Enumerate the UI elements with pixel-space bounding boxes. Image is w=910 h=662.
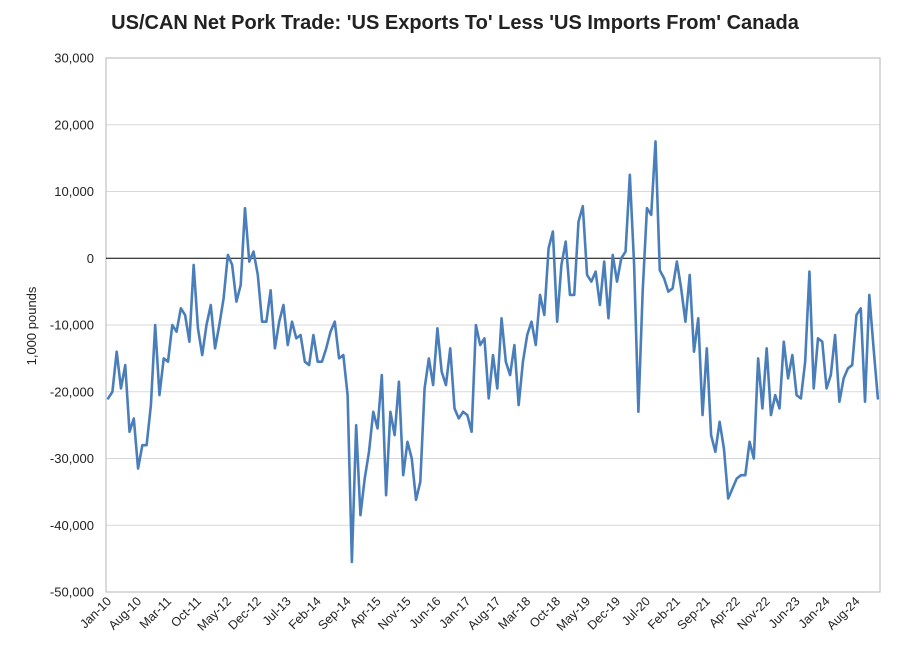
y-tick-label: 30,000 xyxy=(54,51,94,66)
x-tick-label: Mar-11 xyxy=(137,594,174,631)
x-tick-label: Dec-19 xyxy=(585,594,623,632)
x-tick-label: Aug-17 xyxy=(465,594,503,632)
x-tick-label: Jun-23 xyxy=(766,594,803,631)
x-axis-ticks: Jan-10Aug-10Mar-11Oct-11May-12Dec-12Jul-… xyxy=(77,594,862,633)
x-tick-label: Sep-21 xyxy=(675,594,713,632)
y-tick-label: -20,000 xyxy=(50,384,94,399)
y-tick-label: -30,000 xyxy=(50,451,94,466)
grid-lines xyxy=(106,57,880,593)
x-tick-label: May-12 xyxy=(195,594,234,633)
plot-area-border xyxy=(105,57,881,593)
y-axis-label: 1,000 pounds xyxy=(24,286,39,365)
chart-title: US/CAN Net Pork Trade: 'US Exports To' L… xyxy=(111,12,799,34)
x-tick-label: Sep-14 xyxy=(315,594,353,632)
x-tick-label: Nov-15 xyxy=(375,594,413,632)
y-tick-label: -50,000 xyxy=(50,585,94,600)
x-tick-label: Aug-24 xyxy=(824,594,862,632)
x-tick-label: May-19 xyxy=(554,594,593,633)
y-tick-label: 0 xyxy=(87,251,94,266)
y-tick-label: -10,000 xyxy=(50,318,94,333)
x-tick-label: Dec-12 xyxy=(226,594,264,632)
y-tick-label: 10,000 xyxy=(54,184,94,199)
y-tick-label: 20,000 xyxy=(54,117,94,132)
series-line xyxy=(106,140,880,564)
x-tick-label: Mar-18 xyxy=(495,594,533,632)
x-tick-label: Nov-22 xyxy=(734,594,772,632)
y-axis-ticks: 30,000 20,000 10,000 0 -10,000 -20,000 -30,000… xyxy=(50,51,94,600)
x-tick-label: Jun-16 xyxy=(407,594,444,631)
x-tick-label: Aug-10 xyxy=(106,594,144,632)
y-tick-label: -40,000 xyxy=(50,518,94,533)
